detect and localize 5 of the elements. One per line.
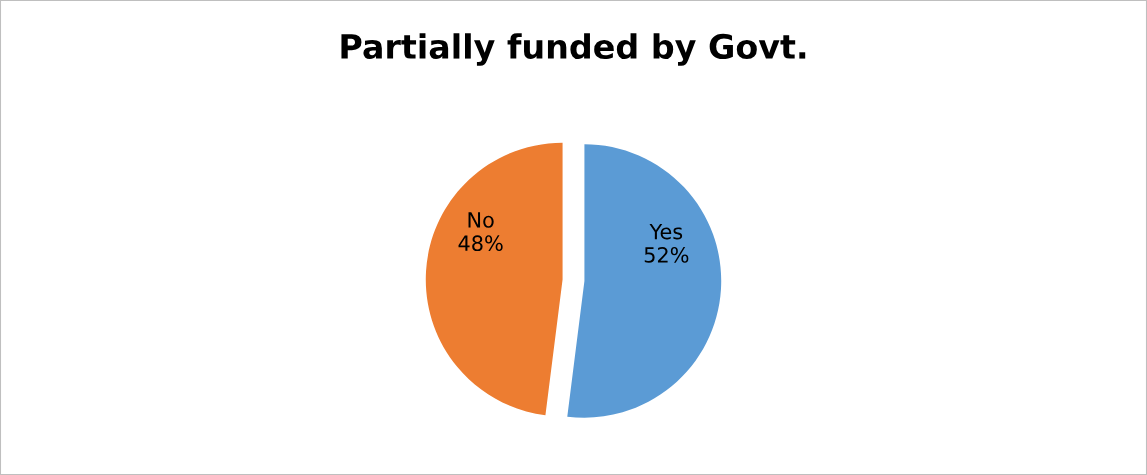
data-label: 52%: [644, 247, 689, 263]
data-label: 48%: [458, 235, 503, 252]
slice-label: Yes: [649, 223, 683, 240]
chart-title: Partially funded by Govt.: [341, 33, 806, 66]
slice-label: No: [468, 212, 494, 228]
